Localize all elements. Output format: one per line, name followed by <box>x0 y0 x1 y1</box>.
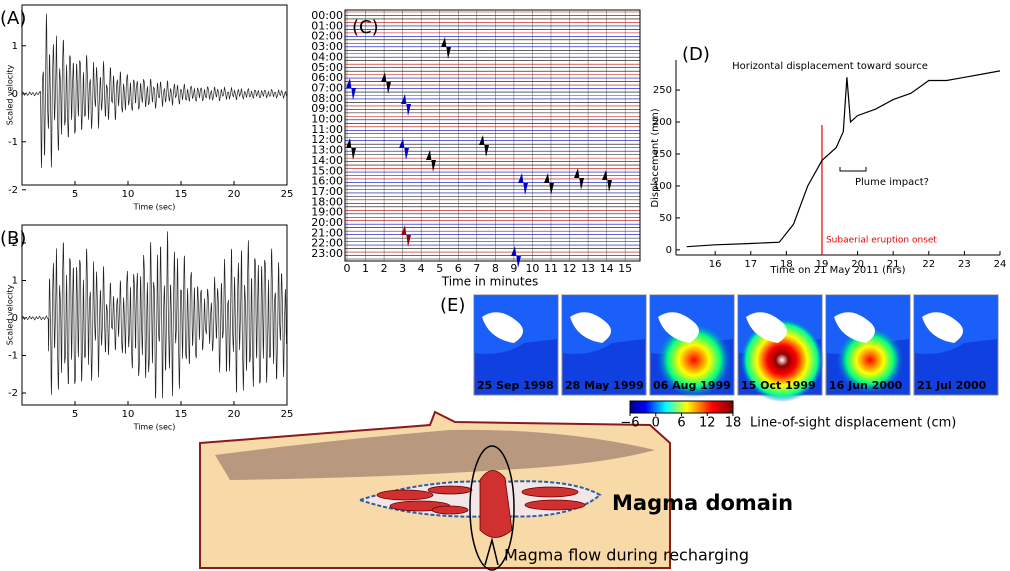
x-tick-label: 25 <box>281 189 294 200</box>
panel-label: (D) <box>682 44 710 65</box>
x-tick-label: 25 <box>281 409 294 420</box>
event <box>479 135 489 157</box>
x-tick-label: 16 <box>709 259 722 270</box>
colorbar-tick-label: 0 <box>652 416 660 431</box>
x-tick-label: 3 <box>399 262 406 275</box>
event <box>441 37 451 59</box>
colorbar-tick-label: −6 <box>620 416 639 431</box>
x-tick-label: 23 <box>958 259 971 270</box>
x-axis-label: Time on 21 May 2011 (hrs) <box>769 265 905 276</box>
x-tick-label: 22 <box>922 259 935 270</box>
y-tick-label: -1 <box>8 137 18 148</box>
x-tick-label: 24 <box>994 259 1007 270</box>
x-tick-label: 2 <box>381 262 388 275</box>
x-tick-label: 4 <box>418 262 425 275</box>
x-tick-label: 8 <box>492 262 499 275</box>
colorbar-tick-label: 18 <box>725 416 742 431</box>
y-tick-label: -2 <box>8 185 18 196</box>
date-label: 28 May 1999 <box>565 379 644 392</box>
x-tick-label: 0 <box>344 262 351 275</box>
plot-frame <box>345 10 640 261</box>
x-tick-label: 5 <box>72 409 78 420</box>
date-label: 25 Sep 1998 <box>477 379 554 392</box>
x-tick-label: 10 <box>122 189 135 200</box>
y-tick-label: -1 <box>8 351 18 362</box>
colorbar-tick-label: 12 <box>699 416 716 431</box>
event <box>602 170 612 192</box>
y-tick-label: 50 <box>659 213 672 224</box>
x-tick-label: 17 <box>744 259 757 270</box>
x-tick-label: 20 <box>228 409 241 420</box>
colorbar <box>630 401 733 413</box>
x-tick-label: 20 <box>228 189 241 200</box>
waveform <box>22 14 287 168</box>
figure: Magma domain Magma flow during rechargin… <box>0 0 1010 571</box>
flow-label: Magma flow during recharging <box>504 546 749 565</box>
x-tick-label: 10 <box>122 409 135 420</box>
y-tick-label: 0 <box>666 245 672 256</box>
panel-label: (E) <box>440 295 465 316</box>
event <box>544 173 554 195</box>
y-tick-label: -2 <box>8 388 18 399</box>
x-tick-label: 10 <box>525 262 539 275</box>
x-tick-label: 15 <box>618 262 632 275</box>
x-tick-label: 9 <box>510 262 517 275</box>
magma-diagram: Magma domain Magma flow during rechargin… <box>200 412 793 570</box>
panel-label: (C) <box>352 17 379 38</box>
x-axis-label: Time in minutes <box>441 275 539 289</box>
y-tick-label: 250 <box>653 85 672 96</box>
date-label: 15 Oct 1999 <box>741 379 816 392</box>
x-axis-label: Time (sec) <box>133 203 176 212</box>
onset-label: Subaerial eruption onset <box>826 236 937 246</box>
hour-label: 23:00 <box>311 247 343 260</box>
event <box>346 138 356 160</box>
x-tick-label: 7 <box>473 262 480 275</box>
magma-domain-label: Magma domain <box>612 491 793 515</box>
x-tick-label: 5 <box>436 262 443 275</box>
event <box>381 72 391 94</box>
x-axis-label: Time (sec) <box>133 423 176 432</box>
date-label: 06 Aug 1999 <box>653 379 731 392</box>
y-axis-label: Scaled velocity <box>6 65 15 126</box>
x-tick-label: 6 <box>455 262 462 275</box>
x-tick-label: 12 <box>563 262 577 275</box>
y-axis-label: Displacement (mm) <box>650 108 661 207</box>
annotation: Plume impact? <box>855 177 929 188</box>
x-tick-label: 5 <box>72 189 78 200</box>
panel-label: (A) <box>0 8 26 29</box>
x-tick-label: 15 <box>175 409 188 420</box>
event <box>518 173 528 195</box>
chart-title: Horizontal displacement toward source <box>732 61 928 72</box>
plume-bracket <box>840 167 866 171</box>
x-tick-label: 14 <box>600 262 614 275</box>
waveform <box>22 231 287 398</box>
x-tick-label: 13 <box>581 262 595 275</box>
x-tick-label: 15 <box>175 189 188 200</box>
date-label: 16 Jun 2000 <box>829 379 903 392</box>
colorbar-label: Line-of-sight displacement (cm) <box>750 416 956 431</box>
event <box>399 138 409 160</box>
y-tick-label: 1 <box>12 41 18 52</box>
x-tick-label: 1 <box>362 262 369 275</box>
x-tick-label: 11 <box>544 262 558 275</box>
colorbar-tick-label: 6 <box>677 416 685 431</box>
displacement-line <box>687 71 1000 247</box>
panel-label: (B) <box>0 228 26 249</box>
date-label: 21 Jul 2000 <box>917 379 987 392</box>
y-axis-label: Scaled velocity <box>6 285 15 346</box>
